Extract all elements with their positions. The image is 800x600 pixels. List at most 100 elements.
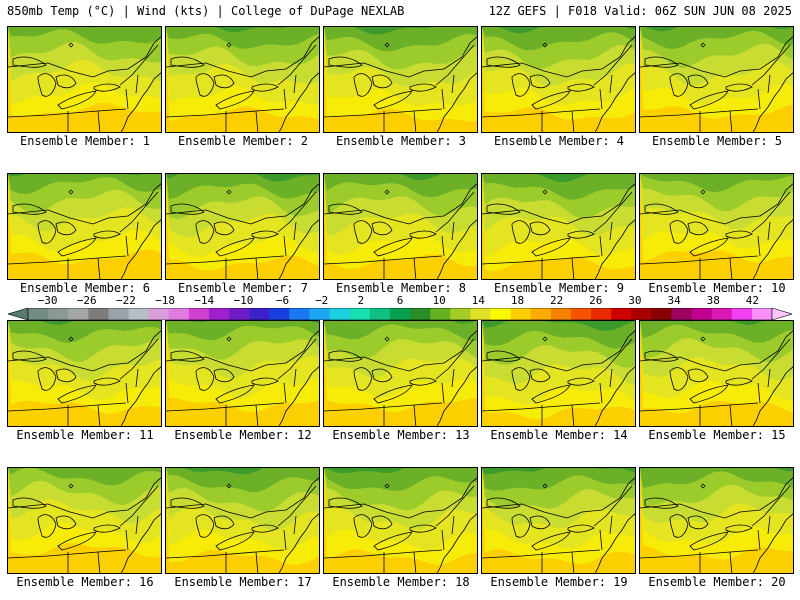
- colorbar-tick-label: 38: [706, 294, 720, 307]
- temperature-field: [640, 174, 793, 279]
- colorbar-tick-label: −30: [37, 294, 58, 307]
- temperature-colorbar: −30 −26 −22 −18 −14 −10 −6 −2 2 6 10 14 18 22 26 30 34 38…: [8, 294, 792, 323]
- colorbar-tick-label: 30: [628, 294, 642, 307]
- colorbar-segment: [28, 308, 49, 320]
- colorbar-min-arrow: [8, 308, 29, 320]
- temperature-field: [8, 468, 161, 573]
- colorbar-tick-label: −14: [194, 294, 215, 307]
- geography-outline: [482, 330, 635, 426]
- temperature-field: [482, 27, 635, 132]
- colorbar-tick-label: −10: [233, 294, 254, 307]
- ensemble-member-map-13: [323, 320, 478, 427]
- geography-outline: [324, 330, 477, 426]
- colorbar-tick-label: 22: [549, 294, 564, 307]
- geography-outline: [166, 36, 319, 132]
- station-marker: [700, 189, 706, 195]
- colorbar-segment: [48, 308, 69, 320]
- colorbar-segment: [88, 308, 109, 320]
- station-marker: [68, 189, 74, 195]
- ensemble-member-label: Ensemble Member: 11: [16, 428, 154, 442]
- temperature-field: [482, 468, 635, 573]
- colorbar-segment: [530, 308, 552, 320]
- ensemble-member-label: Ensemble Member: 7: [177, 281, 309, 295]
- colorbar-segment: [148, 308, 170, 320]
- colorbar-segment: [470, 308, 491, 320]
- temperature-field: [166, 174, 319, 279]
- ensemble-member-map-2: [165, 26, 320, 133]
- geography-outline: [640, 183, 793, 279]
- ensemble-member-map-10: [639, 173, 794, 280]
- temperature-field: [166, 468, 319, 573]
- colorbar-segment: [208, 308, 230, 320]
- colorbar-segment: [711, 308, 733, 320]
- temperature-field: [640, 321, 793, 426]
- ensemble-member-map-9: [481, 173, 636, 280]
- geography-outline: [8, 330, 161, 426]
- station-marker: [226, 189, 232, 195]
- colorbar-segment: [611, 308, 632, 320]
- temperature-field: [166, 27, 319, 132]
- temperature-field: [8, 174, 161, 279]
- ensemble-member-label: Ensemble Member: 10: [648, 281, 786, 295]
- geography-outline: [8, 36, 161, 132]
- colorbar-segment: [229, 308, 250, 320]
- colorbar-tick-label: −22: [115, 294, 136, 307]
- ensemble-member-label: Ensemble Member: 1: [19, 134, 151, 148]
- temperature-field: [166, 321, 319, 426]
- map-title: 850mb Temp (°C) | Wind (kts) | College o…: [7, 4, 405, 18]
- ensemble-member-label: Ensemble Member: 18: [332, 575, 470, 589]
- ensemble-member-map-18: [323, 467, 478, 574]
- colorbar-segment: [631, 308, 652, 320]
- ensemble-member-label: Ensemble Member: 14: [490, 428, 628, 442]
- temperature-field: [324, 321, 477, 426]
- colorbar-segment: [289, 308, 311, 320]
- ensemble-member-map-4: [481, 26, 636, 133]
- station-marker: [68, 336, 74, 342]
- ensemble-member-label: Ensemble Member: 20: [648, 575, 786, 589]
- temperature-field: [640, 27, 793, 132]
- colorbar-tick-label: −6: [275, 294, 290, 307]
- colorbar-segment: [550, 308, 572, 320]
- colorbar-segment: [349, 308, 371, 320]
- station-marker: [384, 42, 390, 48]
- colorbar-tick-label: 14: [471, 294, 485, 307]
- colorbar-tick-label: 18: [510, 294, 525, 307]
- ensemble-member-map-15: [639, 320, 794, 427]
- colorbar-segment: [450, 308, 471, 320]
- geography-outline: [324, 183, 477, 279]
- ensemble-member-label: Ensemble Member: 3: [335, 134, 467, 148]
- station-marker: [542, 189, 548, 195]
- colorbar-segment: [329, 308, 351, 320]
- ensemble-member-label: Ensemble Member: 19: [490, 575, 628, 589]
- geography-outline: [482, 36, 635, 132]
- station-marker: [700, 42, 706, 48]
- temperature-field: [8, 27, 161, 132]
- ensemble-member-map-3: [323, 26, 478, 133]
- colorbar-tick-label: 42: [745, 294, 760, 307]
- colorbar-segment: [570, 308, 592, 320]
- colorbar-segment: [651, 308, 672, 320]
- ensemble-member-label: Ensemble Member: 2: [177, 134, 309, 148]
- geography-outline: [482, 477, 635, 573]
- geography-outline: [8, 183, 161, 279]
- temperature-field: [324, 468, 477, 573]
- colorbar-segment: [671, 308, 693, 320]
- colorbar-tick-label: −18: [155, 294, 176, 307]
- geography-outline: [8, 477, 161, 573]
- station-marker: [542, 336, 548, 342]
- colorbar-segment: [269, 308, 290, 320]
- geography-outline: [640, 330, 793, 426]
- ensemble-member-map-1: [7, 26, 162, 133]
- ensemble-member-label: Ensemble Member: 16: [16, 575, 154, 589]
- valid-time: 12Z GEFS | F018 Valid: 06Z SUN JUN 08 20…: [488, 4, 792, 18]
- colorbar-segment: [188, 308, 210, 320]
- station-marker: [68, 42, 74, 48]
- ensemble-member-map-6: [7, 173, 162, 280]
- colorbar-segment: [369, 308, 391, 320]
- colorbar-segment: [591, 308, 612, 320]
- ensemble-member-map-8: [323, 173, 478, 280]
- ensemble-member-label: Ensemble Member: 17: [174, 575, 312, 589]
- station-marker: [542, 42, 548, 48]
- colorbar-segment: [128, 308, 150, 320]
- colorbar-tick-label: 10: [432, 294, 446, 307]
